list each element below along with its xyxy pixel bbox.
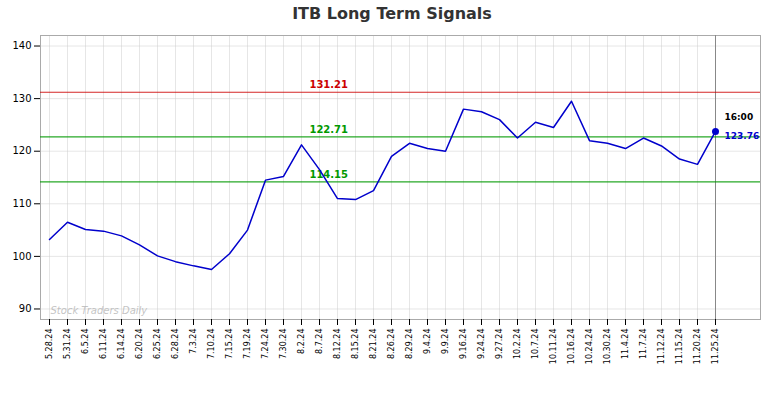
svg-text:100: 100 <box>12 251 31 262</box>
svg-text:11.7.24: 11.7.24 <box>639 329 648 360</box>
svg-text:10.11.24: 10.11.24 <box>549 329 558 365</box>
svg-text:11.12.24: 11.12.24 <box>657 329 666 365</box>
svg-text:8.2.24: 8.2.24 <box>297 329 306 354</box>
svg-text:11.20.24: 11.20.24 <box>693 329 702 365</box>
svg-text:7.3.24: 7.3.24 <box>189 329 198 354</box>
svg-text:130: 130 <box>12 93 31 104</box>
svg-text:6.28.24: 6.28.24 <box>171 329 180 360</box>
svg-text:6.25.24: 6.25.24 <box>153 329 162 360</box>
html-text:ITB Long Term Signals: ITB Long Term Signals <box>292 4 492 23</box>
svg-text:10.7.24: 10.7.24 <box>531 329 540 360</box>
svg-text:6.14.24: 6.14.24 <box>117 329 126 360</box>
svg-text:9.16.24: 9.16.24 <box>459 329 468 360</box>
svg-text:8.29.24: 8.29.24 <box>405 329 414 360</box>
svg-text:10.30.24: 10.30.24 <box>603 329 612 365</box>
svg-text:8.21.24: 8.21.24 <box>369 329 378 360</box>
svg-text:9.27.24: 9.27.24 <box>495 329 504 360</box>
svg-text:11.15.24: 11.15.24 <box>675 329 684 365</box>
svg-text:10.16.24: 10.16.24 <box>567 329 576 365</box>
svg-text:7.30.24: 7.30.24 <box>279 329 288 360</box>
svg-text:7.10.24: 7.10.24 <box>207 329 216 360</box>
svg-text:123.76: 123.76 <box>725 131 760 141</box>
svg-text:131.21: 131.21 <box>309 79 348 90</box>
svg-text:Stock Traders Daily: Stock Traders Daily <box>51 305 149 316</box>
svg-text:122.71: 122.71 <box>309 124 348 135</box>
svg-text:6.11.24: 6.11.24 <box>99 329 108 360</box>
svg-text:9.24.24: 9.24.24 <box>477 329 486 360</box>
svg-text:10.2.24: 10.2.24 <box>513 329 522 360</box>
svg-text:11.4.24: 11.4.24 <box>621 329 630 360</box>
svg-text:6.20.24: 6.20.24 <box>135 329 144 360</box>
svg-text:5.31.24: 5.31.24 <box>63 329 72 360</box>
svg-text:114.15: 114.15 <box>309 169 348 180</box>
svg-text:120: 120 <box>12 145 31 156</box>
svg-text:11.25.24: 11.25.24 <box>711 329 720 365</box>
svg-text:5.28.24: 5.28.24 <box>45 329 54 360</box>
svg-text:7.19.24: 7.19.24 <box>243 329 252 360</box>
svg-text:7.24.24: 7.24.24 <box>261 329 270 360</box>
svg-text:7.15.24: 7.15.24 <box>225 329 234 360</box>
svg-text:9.9.24: 9.9.24 <box>441 329 450 354</box>
svg-text:8.26.24: 8.26.24 <box>387 329 396 360</box>
svg-text:110: 110 <box>12 198 31 209</box>
svg-text:90: 90 <box>19 303 32 314</box>
svg-text:140: 140 <box>12 40 31 51</box>
svg-text:16:00: 16:00 <box>725 112 754 122</box>
svg-text:9.4.24: 9.4.24 <box>423 329 432 354</box>
svg-text:8.12.24: 8.12.24 <box>333 329 342 360</box>
svg-text:10.24.24: 10.24.24 <box>585 329 594 365</box>
svg-text:8.7.24: 8.7.24 <box>315 329 324 354</box>
svg-text:8.15.24: 8.15.24 <box>351 329 360 360</box>
svg-text:6.5.24: 6.5.24 <box>81 329 90 354</box>
